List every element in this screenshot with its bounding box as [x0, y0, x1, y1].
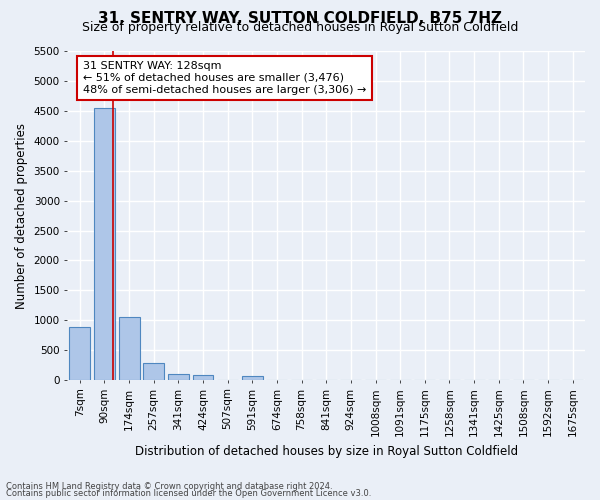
X-axis label: Distribution of detached houses by size in Royal Sutton Coldfield: Distribution of detached houses by size …: [134, 444, 518, 458]
Bar: [242, 376, 263, 380]
Bar: [143, 363, 164, 380]
Y-axis label: Number of detached properties: Number of detached properties: [15, 122, 28, 308]
Bar: [168, 374, 189, 380]
Text: Contains HM Land Registry data © Crown copyright and database right 2024.: Contains HM Land Registry data © Crown c…: [6, 482, 332, 491]
Text: 31, SENTRY WAY, SUTTON COLDFIELD, B75 7HZ: 31, SENTRY WAY, SUTTON COLDFIELD, B75 7H…: [98, 11, 502, 26]
Text: 31 SENTRY WAY: 128sqm
← 51% of detached houses are smaller (3,476)
48% of semi-d: 31 SENTRY WAY: 128sqm ← 51% of detached …: [83, 62, 367, 94]
Bar: [119, 316, 140, 380]
Bar: [193, 375, 214, 380]
Text: Contains public sector information licensed under the Open Government Licence v3: Contains public sector information licen…: [6, 489, 371, 498]
Bar: [69, 328, 90, 380]
Bar: [94, 108, 115, 380]
Text: Size of property relative to detached houses in Royal Sutton Coldfield: Size of property relative to detached ho…: [82, 22, 518, 35]
